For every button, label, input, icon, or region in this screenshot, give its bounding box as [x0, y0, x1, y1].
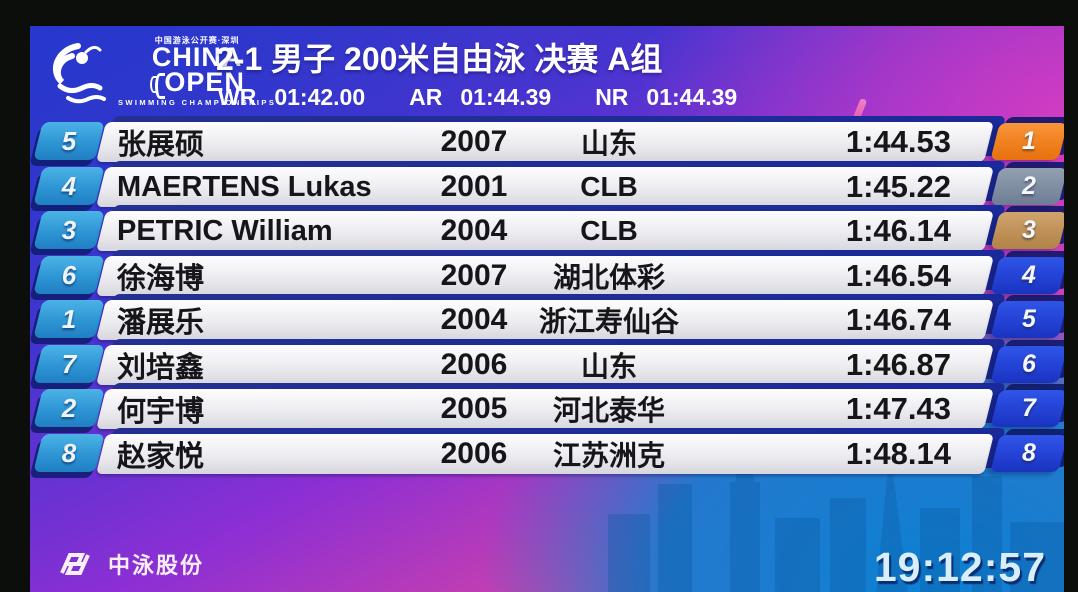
athlete-name: 张展硕	[117, 129, 205, 161]
row-bar: 潘展乐 2004 浙江寿仙谷 1:46.74	[96, 300, 994, 340]
scoreboard-screen: 中国游泳公开赛·深圳 CHINA OPEN SWIMMING CHAMPIONS…	[30, 26, 1064, 592]
city-skyline-silhouette	[608, 428, 1064, 592]
lane-number: 6	[61, 259, 77, 290]
result-row: 3 PETRIC William 2004 CLB 1:46.14 3	[30, 205, 1064, 255]
event-title: 2-1 男子 200米自由泳 决赛 A组	[216, 41, 663, 77]
china-open-logo: 中国游泳公开赛·深圳 CHINA OPEN SWIMMING CHAMPIONS…	[48, 36, 276, 108]
world-record: WR 01:42.00	[218, 84, 365, 111]
rank-badge: 7	[990, 390, 1064, 427]
result-row: 6 徐海博 2007 湖北体彩 1:46.54 4	[30, 250, 1064, 300]
row-bar: 张展硕 2007 山东 1:44.53	[96, 122, 994, 162]
lane-number: 3	[61, 214, 77, 245]
row-bar: 刘培鑫 2006 山东 1:46.87	[96, 345, 994, 385]
rank-badge: 4	[990, 257, 1064, 294]
athlete-name: 徐海博	[117, 263, 205, 295]
athlete-name: MAERTENS Lukas	[117, 170, 372, 203]
lane-number: 5	[61, 125, 77, 156]
rank-badge: 6	[990, 346, 1064, 383]
result-row: 5 张展硕 2007 山东 1:44.53 1	[30, 116, 1064, 166]
row-bar: 徐海博 2007 湖北体彩 1:46.54	[96, 256, 994, 296]
athlete-name: 刘培鑫	[117, 352, 205, 384]
swimmer-logo-icon	[52, 43, 106, 104]
row-bar: MAERTENS Lukas 2001 CLB 1:45.22	[96, 167, 994, 207]
team-name: 山东	[580, 351, 637, 382]
rank-number: 2	[1022, 172, 1036, 200]
team-name: 山东	[580, 128, 637, 159]
row-bar: 何宇博 2005 河北泰华 1:47.43	[96, 389, 994, 429]
record-value: 01:44.39	[460, 84, 552, 110]
logo-china: CHINA	[151, 42, 243, 73]
lane-badge: 4	[33, 167, 105, 205]
logo-open: OPEN	[164, 67, 245, 98]
rank-number: 8	[1022, 439, 1036, 467]
sponsor-mark-icon	[60, 553, 90, 575]
team-name: 湖北体彩	[552, 262, 665, 293]
result-row: 1 潘展乐 2004 浙江寿仙谷 1:46.74 5	[30, 294, 1064, 344]
logo-bottom-text: SWIMMING CHAMPIONSHIPS	[118, 98, 277, 108]
time-of-day-clock: 19:12:57	[873, 544, 1046, 590]
record-value: 01:44.39	[646, 84, 738, 110]
lane-badge: 1	[33, 300, 105, 338]
rank-badge: 1	[990, 123, 1064, 160]
row-bar: PETRIC William 2004 CLB 1:46.14	[96, 211, 994, 251]
lane-badge: 8	[33, 434, 105, 472]
athlete-name: 赵家悦	[117, 441, 205, 473]
lane-badge: 2	[33, 389, 105, 427]
rank-number: 1	[1022, 127, 1036, 155]
team-name: CLB	[580, 215, 638, 246]
result-time: 1:47.43	[845, 391, 951, 426]
result-time: 1:45.22	[845, 169, 951, 204]
sponsor-logo: 中泳股份	[52, 548, 204, 580]
lane-number: 2	[61, 392, 77, 423]
triple-arc-icon	[149, 72, 166, 99]
team-name: 浙江寿仙谷	[538, 306, 679, 337]
result-time: 1:48.14	[845, 436, 951, 471]
asian-record: AR 01:44.39	[409, 84, 551, 111]
lane-number: 4	[61, 170, 77, 201]
team-name: 河北泰华	[552, 395, 665, 426]
national-record: NR 01:44.39	[595, 84, 737, 111]
record-value: 01:42.00	[274, 84, 366, 110]
records-bar: WR 01:42.00 AR 01:44.39 NR 01:44.39	[218, 84, 737, 111]
team-name: CLB	[580, 171, 638, 202]
result-time: 1:46.14	[845, 213, 951, 248]
rank-badge: 3	[990, 212, 1064, 249]
lane-badge: 5	[33, 122, 105, 160]
result-row: 8 赵家悦 2006 江苏洲克 1:48.14 8	[30, 428, 1064, 478]
team-name: 江苏洲克	[552, 440, 665, 471]
lane-number: 7	[61, 348, 77, 379]
lane-badge: 7	[33, 345, 105, 383]
record-label: NR	[595, 84, 629, 110]
rank-badge: 8	[990, 435, 1064, 472]
lane-badge: 3	[33, 211, 105, 249]
rank-badge: 2	[990, 168, 1064, 205]
result-row: 2 何宇博 2005 河北泰华 1:47.43 7	[30, 383, 1064, 433]
rank-number: 7	[1022, 394, 1036, 422]
result-time: 1:44.53	[845, 124, 951, 159]
result-time: 1:46.74	[845, 302, 951, 337]
result-row: 7 刘培鑫 2006 山东 1:46.87 6	[30, 339, 1064, 389]
result-time: 1:46.54	[845, 258, 951, 293]
lane-number: 8	[61, 437, 77, 468]
record-label: AR	[409, 84, 443, 110]
rank-number: 3	[1022, 216, 1036, 244]
result-time: 1:46.87	[845, 347, 951, 382]
rank-number: 5	[1022, 305, 1036, 333]
record-label: WR	[218, 84, 257, 110]
athlete-name: 何宇博	[117, 396, 205, 428]
lane-number: 1	[61, 303, 77, 334]
rank-number: 4	[1022, 261, 1036, 289]
row-bar: 赵家悦 2006 江苏洲克 1:48.14	[96, 434, 994, 474]
lane-badge: 6	[33, 256, 105, 294]
athlete-name: 潘展乐	[117, 307, 205, 339]
athlete-name: PETRIC William	[117, 214, 333, 247]
rank-number: 6	[1022, 350, 1036, 378]
result-row: 4 MAERTENS Lukas 2001 CLB 1:45.22 2	[30, 161, 1064, 211]
sponsor-name: 中泳股份	[108, 553, 205, 578]
logo-top-text: 中国游泳公开赛·深圳	[154, 36, 240, 46]
rank-badge: 5	[990, 301, 1064, 338]
